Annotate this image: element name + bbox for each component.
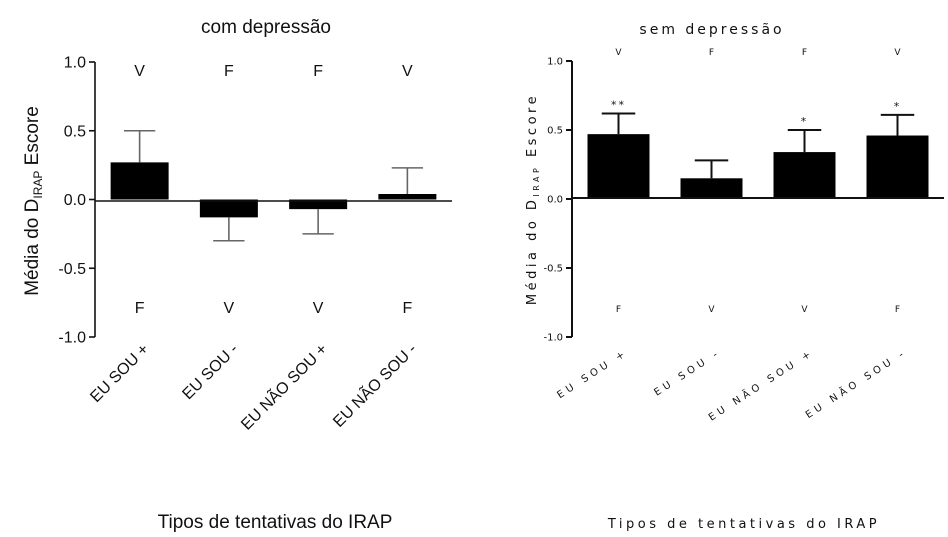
bar	[289, 199, 348, 210]
y-axis-label-suffix: Escore	[22, 106, 43, 170]
y-tick-label: 1.0	[547, 57, 563, 68]
bar	[773, 152, 836, 199]
annotations: V F F V F V V F	[134, 63, 413, 317]
top-annotation: V	[402, 63, 413, 80]
y-tick-label: 0.0	[547, 195, 563, 206]
category-label: EU SOU +	[87, 341, 152, 406]
bottom-annotation: F	[616, 305, 621, 315]
bars	[587, 134, 929, 199]
top-annotation: V	[894, 48, 901, 58]
top-annotation: F	[224, 63, 234, 80]
category-label: EU SOU +	[555, 347, 630, 401]
y-tick-label: -0.5	[58, 261, 86, 278]
bottom-annotation: V	[708, 305, 715, 315]
category-label: EU SOU -	[652, 347, 723, 398]
annotations: V F F V F V V F	[615, 48, 901, 315]
y-tick-label: 0.5	[64, 123, 86, 140]
error-bar	[880, 113, 915, 136]
y-axis-label-prefix: Média do D	[22, 199, 43, 296]
category-labels: EU SOU + EU SOU -EU NÃO SOU +EU NÃO SOU -	[555, 346, 909, 424]
chart-title: com depressão	[201, 17, 331, 38]
error-bar	[391, 167, 424, 194]
error-bar	[601, 112, 636, 135]
y-tick-label: -0.5	[543, 264, 563, 275]
top-annotation: F	[313, 63, 323, 80]
y-axis-label-sub: IRAP	[31, 171, 45, 199]
panel-sem-depressao: sem depressão Média do DIRAP Escore Tipo…	[525, 22, 944, 532]
error-bar	[123, 129, 156, 163]
significance-marker: **	[611, 98, 626, 111]
y-axis-label: Média do DIRAP Escore	[525, 93, 541, 305]
significance-marker: *	[801, 115, 809, 128]
y-tick-label: -1.0	[58, 330, 86, 347]
error-bar	[694, 159, 729, 179]
y-tick-label: 0.5	[547, 126, 563, 137]
bar	[110, 162, 169, 200]
y-tick-label: 0.0	[64, 192, 86, 209]
top-annotation: V	[134, 63, 145, 80]
error-bars	[123, 129, 424, 242]
y-axis-label-prefix: Média do D	[525, 197, 540, 306]
chart-title: sem depressão	[639, 22, 784, 38]
top-annotation: V	[615, 48, 622, 58]
panel-com-depressao: com depressão Média do DIRAP Escore Tipo…	[22, 17, 452, 533]
category-label: EU NÃO SOU +	[236, 339, 331, 434]
category-label: EU SOU -	[179, 341, 241, 403]
x-axis-label: Tipos de tentativas do IRAP	[607, 517, 880, 532]
top-annotation: F	[802, 48, 807, 58]
bottom-annotation: F	[402, 300, 412, 317]
error-bars: ****	[601, 98, 915, 179]
bar	[199, 199, 258, 218]
y-ticks: -1.0 -0.5 0.0 0.5 1.0	[58, 55, 95, 347]
y-tick-label: 1.0	[64, 55, 86, 72]
bar	[680, 178, 743, 199]
y-tick-label: -1.0	[543, 333, 563, 344]
error-bar	[787, 129, 822, 153]
y-axis-label-sub: IRAP	[532, 165, 541, 197]
category-label: EU NÃO SOU +	[706, 346, 816, 424]
bottom-annotation: V	[801, 305, 808, 315]
bottom-annotation: F	[895, 305, 900, 315]
bottom-annotation: V	[224, 300, 235, 317]
significance-marker: *	[894, 100, 902, 113]
y-axis-label: Média do DIRAP Escore	[22, 106, 45, 296]
bottom-annotation: F	[135, 300, 145, 317]
error-bar	[213, 217, 245, 242]
y-axis-label-suffix: Escore	[525, 93, 540, 165]
category-labels: EU SOU + EU SOU -EU NÃO SOU +EU NÃO SOU -	[87, 339, 420, 434]
bars	[110, 162, 437, 218]
error-bar	[302, 209, 334, 235]
category-label: EU NÃO SOU -	[328, 339, 420, 431]
bar	[378, 194, 437, 200]
top-annotation: F	[709, 48, 714, 58]
y-ticks: -1.0 -0.5 0.0 0.5 1.0	[543, 57, 572, 344]
category-label: EU NÃO SOU -	[803, 346, 909, 421]
bottom-annotation: V	[313, 300, 324, 317]
bar	[866, 135, 929, 199]
x-axis-label: Tipos de tentativas do IRAP	[158, 512, 393, 532]
bar	[587, 134, 650, 199]
